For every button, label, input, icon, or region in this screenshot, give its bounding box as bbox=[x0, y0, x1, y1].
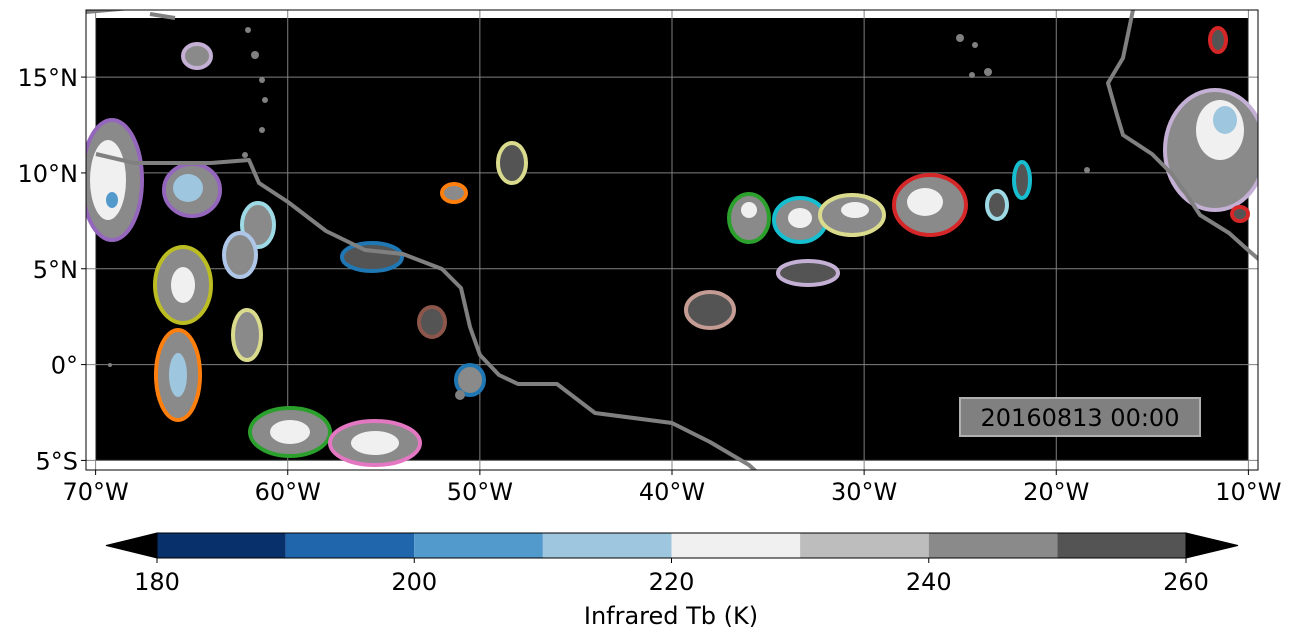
x-tick-label: 10°W bbox=[1215, 478, 1281, 506]
axis-ticks: 70°W 60°W 50°W 40°W 30°W 20°W 10°W 5°S 0° 5°N 10°N… bbox=[18, 64, 1282, 506]
cloud bbox=[86, 118, 144, 242]
coastline bbox=[1106, 10, 1258, 262]
coastline bbox=[95, 152, 758, 470]
cloud bbox=[1230, 205, 1250, 223]
cloud bbox=[985, 189, 1009, 221]
x-tick-label: 70°W bbox=[62, 478, 128, 506]
cloud bbox=[496, 141, 528, 185]
colorbar-segment bbox=[928, 533, 1058, 558]
cloud bbox=[417, 305, 447, 339]
grid bbox=[86, 10, 1258, 470]
y-tick-label: 5°N bbox=[33, 256, 78, 284]
cloud bbox=[231, 308, 263, 362]
cloud bbox=[727, 192, 771, 244]
y-tick-label: 5°S bbox=[35, 447, 78, 475]
cloud bbox=[153, 245, 213, 325]
colorbar-segment bbox=[157, 533, 286, 558]
colorbar-label: Infrared Tb (K) bbox=[584, 602, 758, 630]
colorbar-extend-max bbox=[1185, 532, 1239, 559]
cloud bbox=[328, 419, 422, 467]
cloud bbox=[1012, 160, 1032, 200]
cloud bbox=[222, 231, 258, 279]
colorbar-segment bbox=[671, 533, 801, 558]
cloud bbox=[440, 182, 468, 204]
cloud bbox=[772, 196, 828, 244]
cloud bbox=[776, 259, 840, 287]
colorbar-segment bbox=[1057, 533, 1186, 558]
colorbar: 180 200 220 240 260 bbox=[105, 532, 1239, 596]
x-tick-label: 50°W bbox=[447, 478, 513, 506]
y-tick-label: 10°N bbox=[18, 160, 79, 188]
cloud bbox=[162, 162, 222, 218]
colorbar-tick-label: 180 bbox=[134, 568, 180, 596]
annotation-box bbox=[959, 397, 1201, 437]
x-tick-label: 30°W bbox=[831, 478, 897, 506]
colorbar-tick-label: 200 bbox=[391, 568, 437, 596]
colorbar-tick-label: 220 bbox=[649, 568, 695, 596]
x-tick-label: 40°W bbox=[639, 478, 705, 506]
colorbar-segment bbox=[414, 533, 543, 558]
x-tick-label: 20°W bbox=[1023, 478, 1089, 506]
coastline bbox=[86, 10, 176, 20]
islands bbox=[108, 27, 1090, 400]
cloud bbox=[154, 328, 202, 422]
colorbar-tick-label: 240 bbox=[906, 568, 952, 596]
cloud bbox=[684, 290, 736, 330]
cloud bbox=[248, 406, 332, 458]
y-tick-label: 15°N bbox=[18, 64, 79, 92]
colorbar-tick-label: 260 bbox=[1163, 568, 1209, 596]
map-layer bbox=[86, 10, 1258, 470]
colorbar-segment bbox=[800, 533, 929, 558]
cloud bbox=[340, 241, 404, 273]
cloud bbox=[1208, 26, 1228, 54]
cloud bbox=[181, 42, 213, 70]
colorbar-segment bbox=[285, 533, 415, 558]
cloud bbox=[454, 363, 486, 397]
colorbar-extend-min bbox=[105, 532, 158, 559]
x-tick-label: 60°W bbox=[255, 478, 321, 506]
cloud bbox=[892, 173, 968, 237]
timestamp: 20160813 00:00 bbox=[981, 404, 1180, 432]
cloud bbox=[1163, 88, 1258, 212]
y-tick-label: 0° bbox=[51, 352, 78, 380]
colorbar-segment bbox=[542, 533, 672, 558]
cloud-systems bbox=[86, 26, 1258, 467]
cloud bbox=[818, 193, 886, 237]
